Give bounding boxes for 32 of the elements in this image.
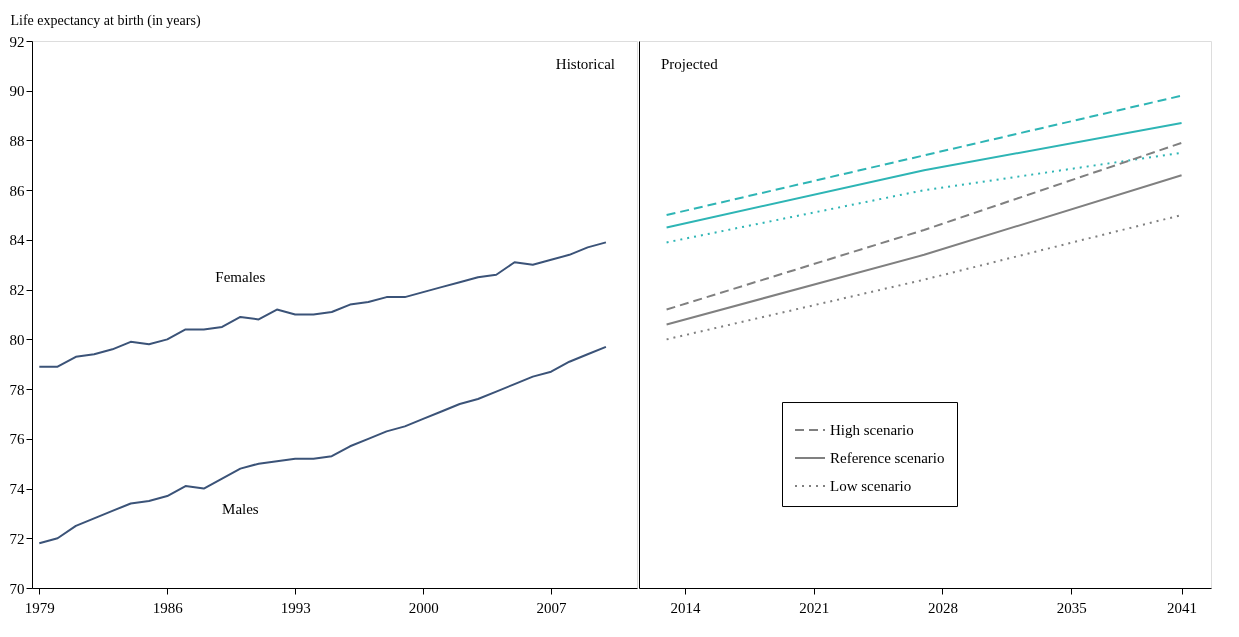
x-tick-label: 2041 [1167, 599, 1198, 616]
x-tick-label: 2021 [799, 599, 830, 616]
line-series [38, 345, 607, 545]
y-tick-label: 90 [9, 83, 25, 100]
y-tick-label: 80 [9, 331, 25, 348]
x-tick-label: 1986 [152, 599, 184, 616]
y-tick-label: 76 [9, 431, 25, 448]
y-tick-label: 72 [9, 530, 25, 547]
x-tick-label: 2000 [408, 599, 439, 616]
y-tick-label: 92 [9, 33, 25, 50]
x-tick-label: 1979 [24, 599, 55, 616]
y-tick-label: 84 [9, 232, 25, 249]
y-tick-label: 86 [9, 182, 25, 199]
series-label: Males [222, 500, 259, 517]
x-tick-label: 2028 [927, 599, 958, 616]
x-tick-label: 2035 [1056, 599, 1087, 616]
x-tick-label: 2014 [670, 599, 701, 616]
y-tick-label: 88 [9, 132, 25, 149]
y-tick-label: 82 [9, 282, 25, 299]
y-axis-title: Life expectancy at birth (in years) [10, 12, 201, 29]
legend-label: High scenario [830, 422, 914, 439]
series-label: Females [215, 268, 266, 285]
annotation: Historical [555, 56, 615, 72]
annotation: Projected [661, 56, 719, 72]
legend-label: Reference scenario [830, 450, 945, 467]
y-tick-label: 70 [9, 580, 25, 597]
line-series [38, 241, 607, 368]
y-tick-label: 74 [9, 481, 25, 498]
y-tick-label: 78 [9, 381, 25, 398]
x-tick-label: 1993 [280, 599, 311, 616]
x-tick-label: 2007 [536, 599, 568, 616]
legend-label: Low scenario [830, 478, 912, 495]
